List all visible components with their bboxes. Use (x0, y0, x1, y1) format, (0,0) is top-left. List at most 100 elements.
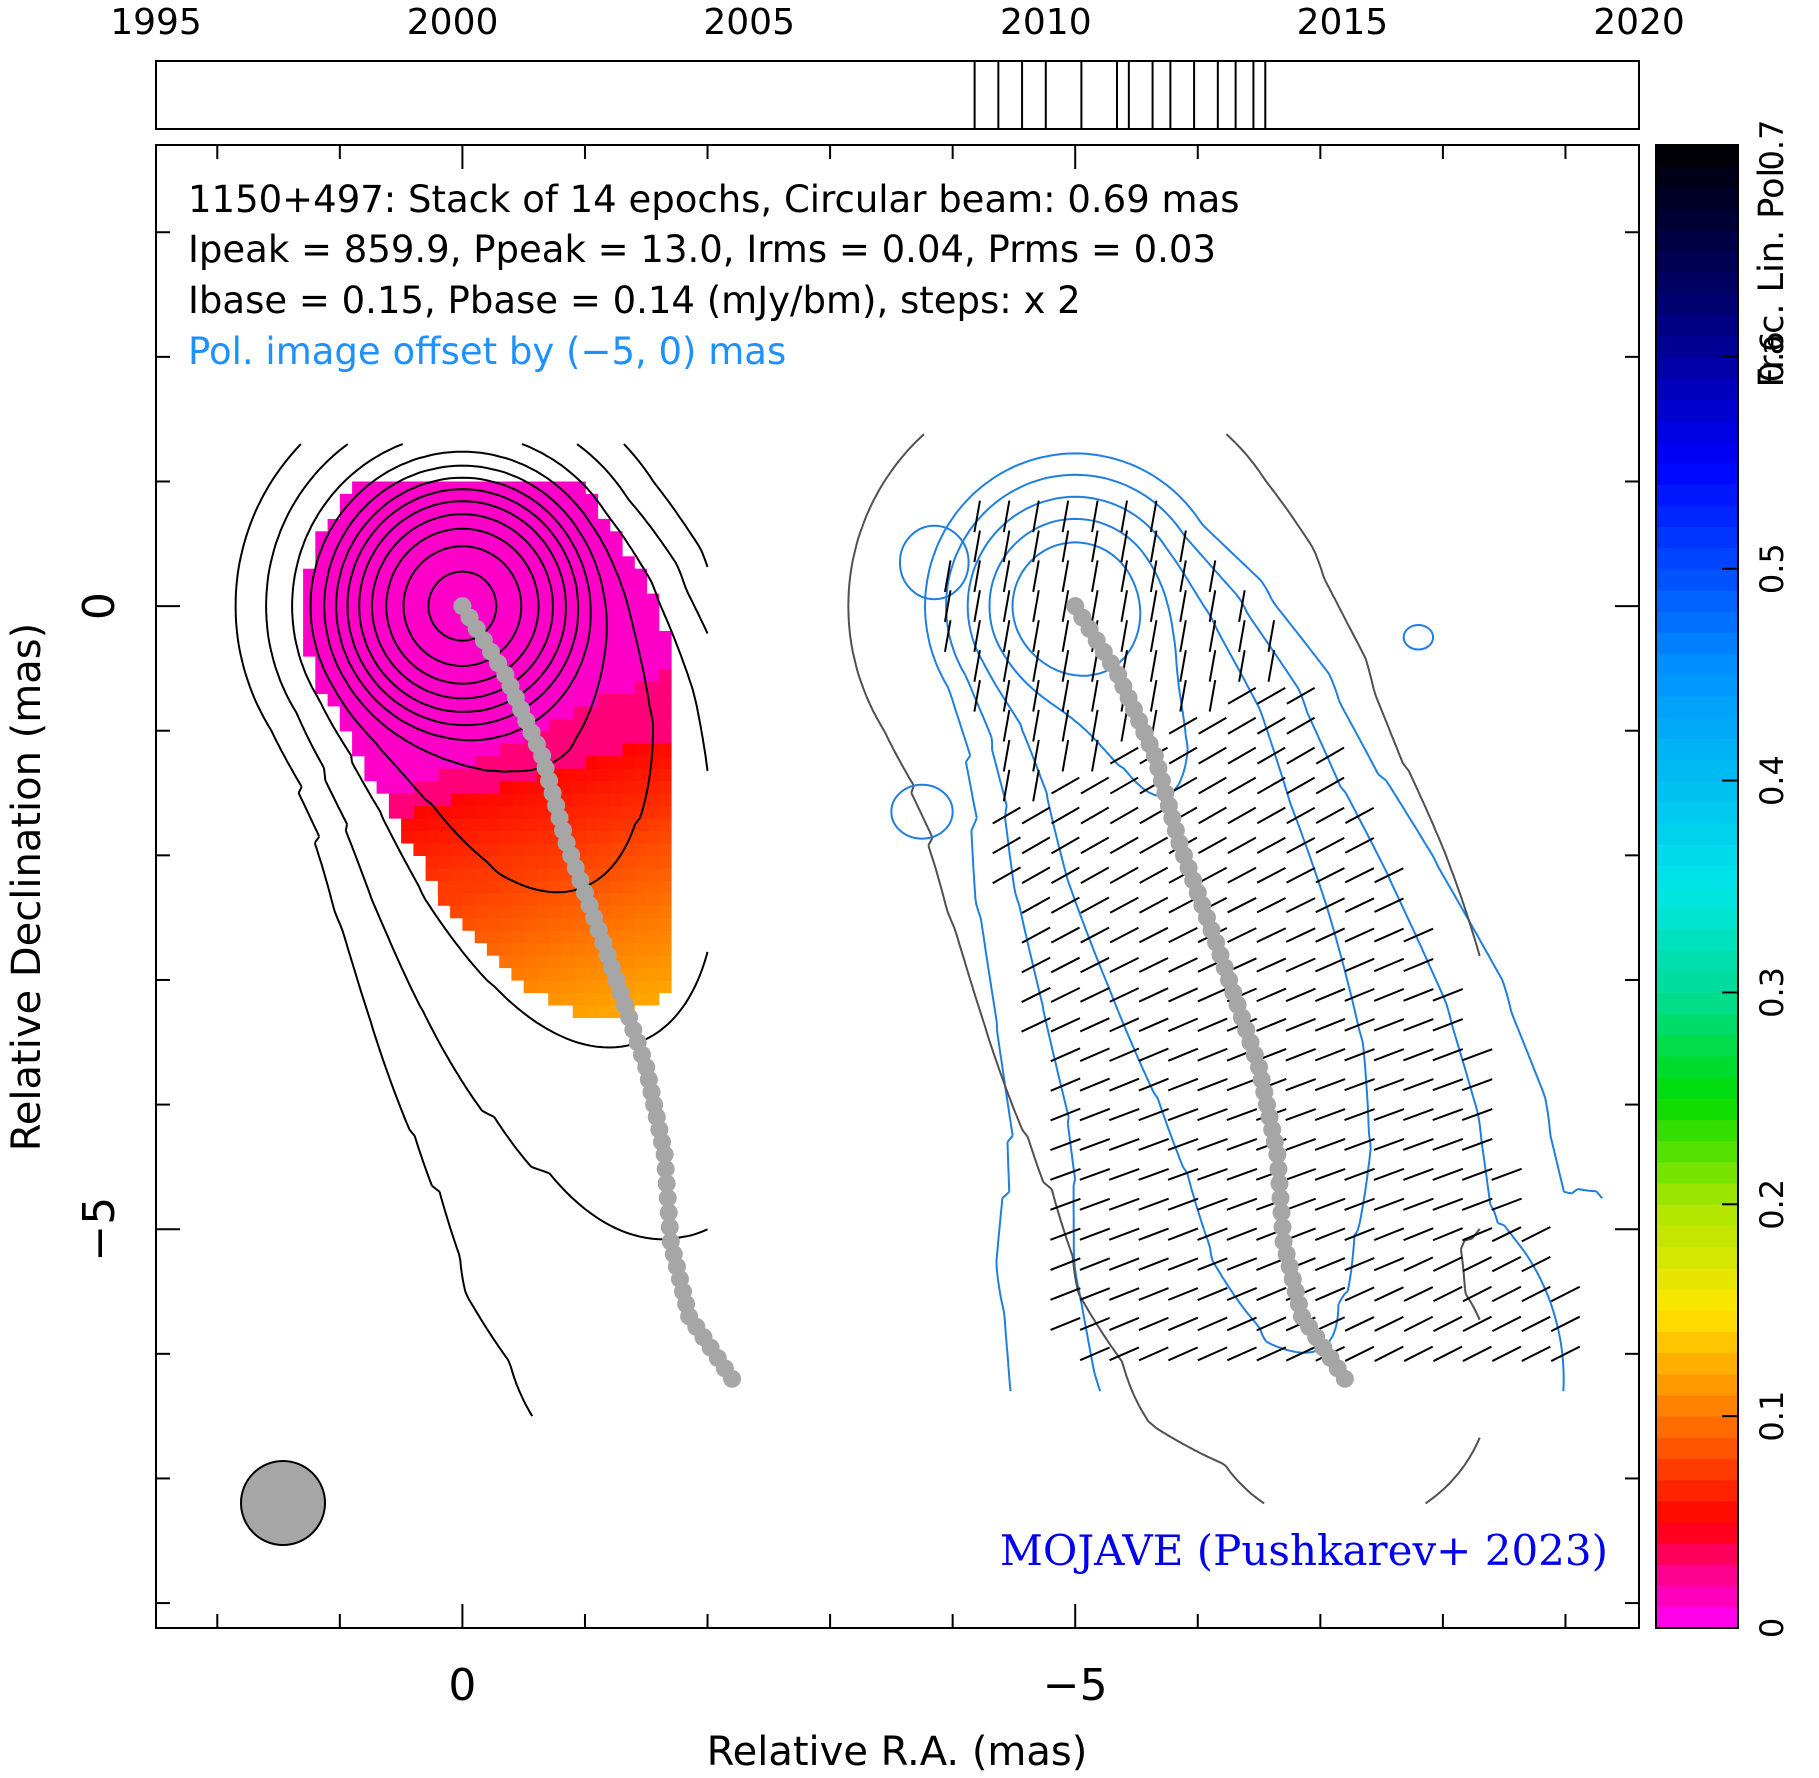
evpa-tick (1198, 716, 1227, 735)
fpol-pixel (609, 917, 623, 931)
fpol-pixel (474, 830, 488, 844)
colorbar-band (1656, 293, 1738, 316)
fpol-pixel (425, 493, 439, 507)
fpol-pixel (511, 543, 525, 557)
fpol-pixel (658, 830, 672, 844)
colorbar-band (1656, 907, 1738, 930)
fpol-pixel (585, 655, 599, 669)
colorbar-band (1656, 356, 1738, 379)
fpol-pixel (560, 593, 574, 607)
fpol-pixel (646, 593, 660, 607)
fpol-pixel (388, 755, 402, 769)
fpol-pixel (450, 880, 464, 894)
fpol-pixel (658, 780, 672, 794)
evpa-tick (1138, 1346, 1169, 1362)
fpol-pixel (499, 780, 513, 794)
colorbar-band (1656, 611, 1738, 633)
colorbar-band (1656, 1119, 1738, 1142)
fpol-pixel (511, 531, 525, 545)
fpol-pixel (621, 818, 635, 832)
fpol-pixel (572, 593, 586, 607)
fpol-pixel (585, 955, 599, 969)
evpa-tick (1521, 1345, 1551, 1362)
evpa-tick (1226, 1286, 1258, 1302)
fpol-pixel (486, 506, 500, 520)
evpa-tick (1285, 1138, 1317, 1151)
evpa-tick (1315, 867, 1345, 884)
fpol-pixel (401, 680, 415, 694)
colorbar-band (1656, 1034, 1738, 1057)
evpa-tick (973, 560, 981, 593)
fpol-pixel (425, 830, 439, 844)
evpa-tick (1050, 1317, 1081, 1331)
fpol-pixel (499, 855, 513, 869)
evpa-tick (1167, 1227, 1199, 1241)
stokes-i-contour (265, 443, 709, 1241)
evpa-tick (1079, 1047, 1110, 1063)
fpol-pixel (646, 780, 660, 794)
evpa-tick (1168, 1346, 1199, 1362)
fpol-pixel (425, 855, 439, 869)
colorbar-band (1656, 335, 1738, 358)
fpol-pixel (658, 755, 672, 769)
fpol-pixel (560, 892, 574, 906)
fpol-pixel (523, 655, 537, 669)
fpol-pixel (535, 518, 549, 532)
fpol-pixel (572, 506, 586, 520)
fpol-pixel (450, 581, 464, 595)
evpa-tick (1198, 836, 1227, 855)
evpa-tick (1373, 1257, 1405, 1272)
evpa-tick (1197, 1316, 1228, 1332)
evpa-tick (973, 649, 981, 682)
fpol-pixel (450, 780, 464, 794)
fpol-pixel (523, 805, 537, 819)
pol-contour-island (898, 524, 970, 601)
fpol-pixel (401, 655, 415, 669)
fpol-pixel (585, 980, 599, 994)
fpol-pixel (621, 643, 635, 657)
evpa-tick (1198, 746, 1227, 765)
fpol-pixel (474, 593, 488, 607)
evpa-tick (1061, 500, 1070, 533)
fpol-pixel (413, 631, 427, 645)
fpol-pixel (621, 793, 635, 807)
fpol-pixel (548, 606, 562, 620)
fpol-pixel (303, 593, 317, 607)
fpol-pixel (376, 568, 390, 582)
fpol-pixel (486, 593, 500, 607)
fpol-pixel (425, 755, 439, 769)
evpa-tick (1344, 1345, 1375, 1362)
fpol-pixel (388, 668, 402, 682)
fpol-pixel (658, 668, 672, 682)
evpa-tick (1314, 1138, 1346, 1151)
fpol-pixel (609, 556, 623, 570)
fpol-pixel (474, 880, 488, 894)
ridge-point (1271, 1189, 1290, 1208)
x-tick-label: 0 (448, 1660, 476, 1711)
fpol-pixel (401, 556, 415, 570)
evpa-tick (1238, 590, 1246, 623)
evpa-tick (1149, 530, 1158, 563)
evpa-tick (1167, 1017, 1199, 1033)
evpa-tick (1491, 1255, 1522, 1273)
fpol-pixel (339, 606, 353, 620)
fpol-pixel (646, 855, 660, 869)
evpa-tick (1050, 1197, 1081, 1211)
evpa-tick (1373, 957, 1405, 973)
fpol-pixel (450, 668, 464, 682)
fpol-pixel (474, 905, 488, 919)
evpa-tick (1109, 1047, 1140, 1062)
fpol-pixel (511, 743, 525, 757)
beam-ellipse (240, 1460, 326, 1546)
evpa-tick (1256, 746, 1286, 765)
fpol-pixel (462, 768, 476, 782)
fpol-pixel (425, 481, 439, 495)
evpa-tick (1344, 987, 1375, 1002)
fpol-pixel (560, 967, 574, 981)
fpol-pixel (572, 942, 586, 956)
fpol-pixel (425, 867, 439, 881)
fpol-pixel (658, 955, 672, 969)
evpa-tick (1079, 1017, 1110, 1033)
evpa-tick (1286, 716, 1316, 735)
colorbar-band (1656, 1373, 1738, 1396)
